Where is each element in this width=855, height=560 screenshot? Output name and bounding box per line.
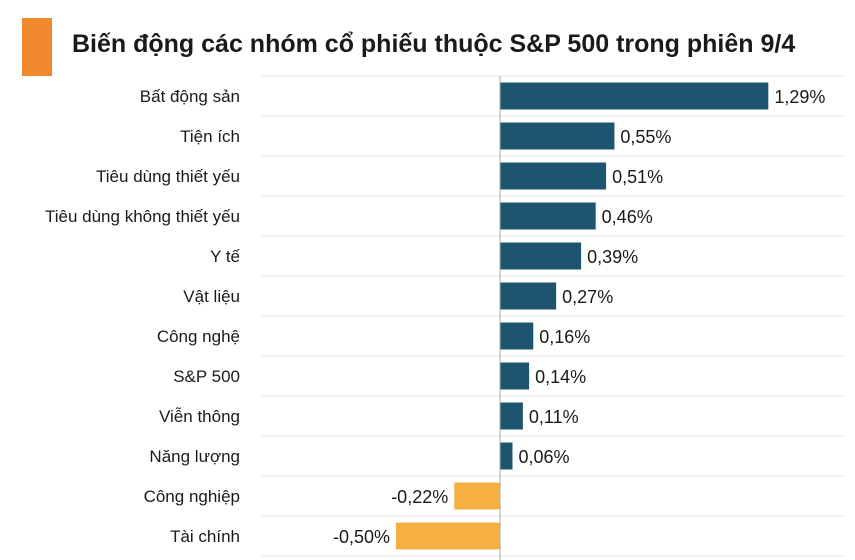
bar (500, 82, 769, 110)
category-label: Bất động sản (140, 87, 240, 106)
data-label: 0,16% (539, 327, 590, 347)
category-label: Tài chính (170, 527, 240, 546)
bar (500, 282, 557, 310)
category-label: Vật liệu (183, 287, 240, 306)
data-label: 0,27% (562, 287, 613, 307)
category-label: Công nghệ (157, 327, 240, 346)
category-label: Y tế (210, 247, 240, 266)
bar (500, 242, 582, 270)
data-label: 0,46% (602, 207, 653, 227)
category-label: Công nghiệp (144, 487, 240, 506)
data-label: 0,51% (612, 167, 663, 187)
category-label: Tiêu dùng không thiết yếu (45, 207, 240, 226)
bar (500, 122, 615, 150)
data-label: 0,11% (529, 407, 579, 427)
data-label: 0,14% (535, 367, 586, 387)
category-label: S&P 500 (173, 367, 240, 386)
title-accent-bar (22, 18, 52, 76)
bar (500, 202, 596, 230)
bar (454, 482, 500, 510)
chart-title: Biến động các nhóm cổ phiếu thuộc S&P 50… (72, 30, 796, 58)
bar (500, 402, 523, 430)
data-label: 1,29% (774, 87, 825, 107)
category-label: Viễn thông (159, 407, 240, 426)
category-label: Năng lượng (149, 447, 240, 466)
bar (500, 362, 530, 390)
bar (500, 442, 513, 470)
category-label: Tiện ích (180, 127, 240, 146)
bar (500, 162, 607, 190)
data-label: 0,39% (587, 247, 638, 267)
data-label: -0,50% (333, 527, 390, 547)
bar (396, 522, 500, 550)
data-label: 0,06% (518, 447, 569, 467)
data-label: 0,55% (620, 127, 671, 147)
data-label: -0,22% (391, 487, 448, 507)
category-label: Tiêu dùng thiết yếu (96, 167, 240, 186)
bar (500, 322, 534, 350)
